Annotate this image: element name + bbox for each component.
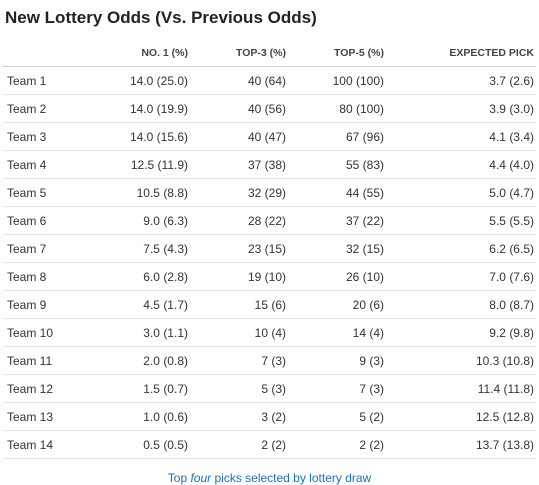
team-name-cell: Team 12 xyxy=(3,374,93,403)
table-row: Team 7 7.5 (4.3) 23 (15) 32 (15) 6.2 (6.5) xyxy=(3,234,536,263)
column-header-no1: NO. 1 (%) xyxy=(93,39,188,67)
table-body: Team 1 14.0 (25.0) 40 (64) 100 (100) 3.7 (2.… xyxy=(3,66,536,459)
no1-odds-cell: 10.5 (8.8) xyxy=(93,178,188,207)
top5-odds-cell: 5 (2) xyxy=(286,402,384,431)
no1-odds-cell: 2.0 (0.8) xyxy=(93,346,188,375)
expected-pick-cell: 4.1 (3.4) xyxy=(384,122,536,151)
expected-pick-cell: 4.4 (4.0) xyxy=(384,150,536,179)
table-row: Team 9 4.5 (1.7) 15 (6) 20 (6) 8.0 (8.7) xyxy=(3,290,536,319)
team-name-cell: Team 6 xyxy=(3,206,93,235)
no1-odds-cell: 14.0 (15.6) xyxy=(93,122,188,151)
top3-odds-cell: 5 (3) xyxy=(188,374,286,403)
footnote-emphasis: four xyxy=(190,471,212,485)
expected-pick-cell: 9.2 (9.8) xyxy=(384,318,536,347)
expected-pick-cell: 5.5 (5.5) xyxy=(384,206,536,235)
top3-odds-cell: 7 (3) xyxy=(188,346,286,375)
lottery-odds-table: NO. 1 (%) TOP-3 (%) TOP-5 (%) EXPECTED P… xyxy=(3,39,536,459)
top5-odds-cell: 20 (6) xyxy=(286,290,384,319)
footnote-text-after: picks selected by lottery draw xyxy=(211,471,372,485)
top3-odds-cell: 15 (6) xyxy=(188,290,286,319)
table-row: Team 12 1.5 (0.7) 5 (3) 7 (3) 11.4 (11.8) xyxy=(3,374,536,403)
column-header-top5: TOP-5 (%) xyxy=(286,39,384,67)
no1-odds-cell: 0.5 (0.5) xyxy=(93,430,188,459)
top3-odds-cell: 40 (64) xyxy=(188,66,286,95)
top5-odds-cell: 44 (55) xyxy=(286,178,384,207)
no1-odds-cell: 12.5 (11.9) xyxy=(93,150,188,179)
column-header-expected-pick: EXPECTED PICK xyxy=(384,39,536,67)
no1-odds-cell: 4.5 (1.7) xyxy=(93,290,188,319)
top3-odds-cell: 40 (56) xyxy=(188,94,286,123)
team-name-cell: Team 2 xyxy=(3,94,93,123)
top5-odds-cell: 9 (3) xyxy=(286,346,384,375)
top3-odds-cell: 37 (38) xyxy=(188,150,286,179)
table-row: Team 3 14.0 (15.6) 40 (47) 67 (96) 4.1 (3.4) xyxy=(3,122,536,151)
table-header-row: NO. 1 (%) TOP-3 (%) TOP-5 (%) EXPECTED P… xyxy=(3,39,536,67)
team-name-cell: Team 5 xyxy=(3,178,93,207)
footnote[interactable]: Top four picks selected by lottery draw xyxy=(0,471,539,485)
top5-odds-cell: 55 (83) xyxy=(286,150,384,179)
top5-odds-cell: 2 (2) xyxy=(286,430,384,459)
no1-odds-cell: 14.0 (19.9) xyxy=(93,94,188,123)
expected-pick-cell: 10.3 (10.8) xyxy=(384,346,536,375)
table-row: Team 14 0.5 (0.5) 2 (2) 2 (2) 13.7 (13.8) xyxy=(3,430,536,459)
table-row: Team 2 14.0 (19.9) 40 (56) 80 (100) 3.9 (3.0… xyxy=(3,94,536,123)
table-row: Team 1 14.0 (25.0) 40 (64) 100 (100) 3.7 (2.… xyxy=(3,66,536,95)
team-name-cell: Team 4 xyxy=(3,150,93,179)
no1-odds-cell: 9.0 (6.3) xyxy=(93,206,188,235)
expected-pick-cell: 13.7 (13.8) xyxy=(384,430,536,459)
column-header-top3: TOP-3 (%) xyxy=(188,39,286,67)
expected-pick-cell: 3.7 (2.6) xyxy=(384,66,536,95)
no1-odds-cell: 6.0 (2.8) xyxy=(93,262,188,291)
expected-pick-cell: 6.2 (6.5) xyxy=(384,234,536,263)
table-row: Team 5 10.5 (8.8) 32 (29) 44 (55) 5.0 (4.7) xyxy=(3,178,536,207)
table-row: Team 4 12.5 (11.9) 37 (38) 55 (83) 4.4 (4.0) xyxy=(3,150,536,179)
top5-odds-cell: 100 (100) xyxy=(286,66,384,95)
top3-odds-cell: 40 (47) xyxy=(188,122,286,151)
table-row: Team 10 3.0 (1.1) 10 (4) 14 (4) 9.2 (9.8) xyxy=(3,318,536,347)
top3-odds-cell: 32 (29) xyxy=(188,178,286,207)
column-header-team xyxy=(3,39,93,67)
top3-odds-cell: 2 (2) xyxy=(188,430,286,459)
page-title: New Lottery Odds (Vs. Previous Odds) xyxy=(5,8,317,27)
top5-odds-cell: 32 (15) xyxy=(286,234,384,263)
team-name-cell: Team 1 xyxy=(3,66,93,95)
table-row: Team 8 6.0 (2.8) 19 (10) 26 (10) 7.0 (7.6) xyxy=(3,262,536,291)
team-name-cell: Team 14 xyxy=(3,430,93,459)
expected-pick-cell: 3.9 (3.0) xyxy=(384,94,536,123)
table-row: Team 6 9.0 (6.3) 28 (22) 37 (22) 5.5 (5.5) xyxy=(3,206,536,235)
top3-odds-cell: 28 (22) xyxy=(188,206,286,235)
table-row: Team 13 1.0 (0.6) 3 (2) 5 (2) 12.5 (12.8) xyxy=(3,402,536,431)
team-name-cell: Team 11 xyxy=(3,346,93,375)
no1-odds-cell: 1.0 (0.6) xyxy=(93,402,188,431)
team-name-cell: Team 8 xyxy=(3,262,93,291)
top5-odds-cell: 67 (96) xyxy=(286,122,384,151)
no1-odds-cell: 3.0 (1.1) xyxy=(93,318,188,347)
top5-odds-cell: 26 (10) xyxy=(286,262,384,291)
no1-odds-cell: 7.5 (4.3) xyxy=(93,234,188,263)
expected-pick-cell: 5.0 (4.7) xyxy=(384,178,536,207)
top3-odds-cell: 23 (15) xyxy=(188,234,286,263)
team-name-cell: Team 3 xyxy=(3,122,93,151)
top3-odds-cell: 10 (4) xyxy=(188,318,286,347)
top3-odds-cell: 19 (10) xyxy=(188,262,286,291)
no1-odds-cell: 1.5 (0.7) xyxy=(93,374,188,403)
team-name-cell: Team 7 xyxy=(3,234,93,263)
team-name-cell: Team 10 xyxy=(3,318,93,347)
top5-odds-cell: 7 (3) xyxy=(286,374,384,403)
top5-odds-cell: 80 (100) xyxy=(286,94,384,123)
top5-odds-cell: 37 (22) xyxy=(286,206,384,235)
top3-odds-cell: 3 (2) xyxy=(188,402,286,431)
team-name-cell: Team 13 xyxy=(3,402,93,431)
top5-odds-cell: 14 (4) xyxy=(286,318,384,347)
expected-pick-cell: 8.0 (8.7) xyxy=(384,290,536,319)
expected-pick-cell: 7.0 (7.6) xyxy=(384,262,536,291)
no1-odds-cell: 14.0 (25.0) xyxy=(93,66,188,95)
expected-pick-cell: 12.5 (12.8) xyxy=(384,402,536,431)
team-name-cell: Team 9 xyxy=(3,290,93,319)
table-row: Team 11 2.0 (0.8) 7 (3) 9 (3) 10.3 (10.8) xyxy=(3,346,536,375)
footnote-text-before: Top xyxy=(167,471,191,485)
expected-pick-cell: 11.4 (11.8) xyxy=(384,374,536,403)
